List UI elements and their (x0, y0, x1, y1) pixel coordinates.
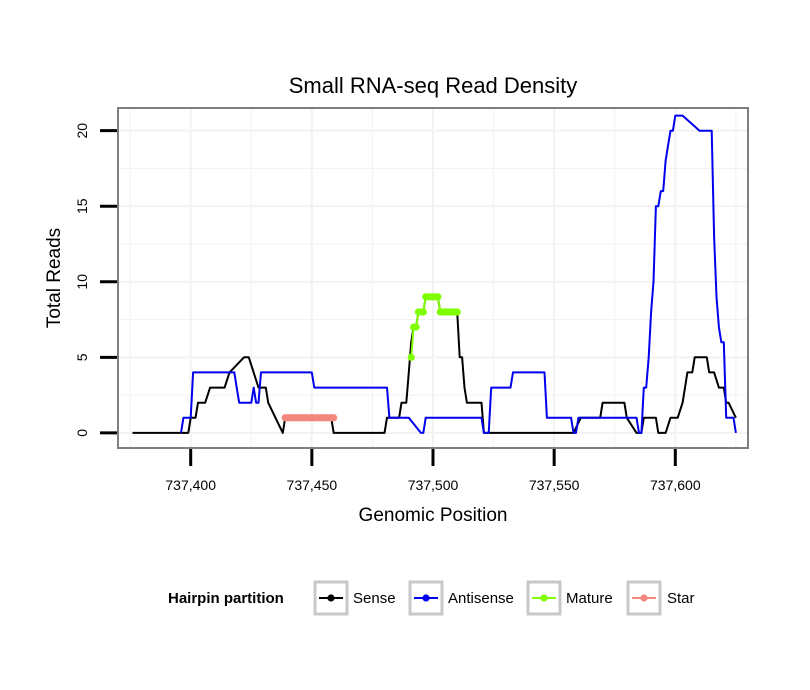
legend-key-point (540, 594, 548, 602)
series-layer (132, 114, 737, 434)
x-axis: 737,400 737,450 737,500 737,550 737,600 (165, 449, 701, 493)
legend-title: Hairpin partition (168, 590, 284, 607)
data-point-mature (407, 353, 415, 361)
x-tick-label: 737,450 (287, 477, 338, 493)
legend-label-star: Star (667, 590, 695, 607)
legend: Hairpin partition Sense Antisense Mature St… (168, 580, 695, 616)
x-tick-label: 737,400 (165, 477, 216, 493)
x-tick-label: 737,600 (650, 477, 701, 493)
data-point-mature (412, 323, 420, 331)
y-tick-label: 5 (74, 353, 90, 361)
plot-border (117, 107, 749, 449)
legend-key-point (422, 594, 430, 602)
gridlines (118, 108, 748, 448)
y-tick-label: 15 (74, 198, 90, 214)
data-point-mature (434, 293, 442, 301)
legend-label-antisense: Antisense (448, 590, 514, 607)
data-point-mature (453, 308, 461, 316)
legend-key-point (640, 594, 648, 602)
series-line-antisense (180, 114, 737, 434)
y-axis-label: Total Reads (44, 228, 65, 328)
y-axis: 0 5 10 15 20 (74, 123, 117, 437)
legend-label-sense: Sense (353, 590, 396, 607)
legend-key-point (327, 594, 335, 602)
x-tick-label: 737,500 (408, 477, 459, 493)
data-point-star (330, 414, 338, 422)
y-tick-label: 10 (74, 274, 90, 290)
data-point-mature (419, 308, 427, 316)
y-tick-label: 20 (74, 123, 90, 139)
chart-title: Small RNA-seq Read Density (289, 73, 578, 98)
x-axis-label: Genomic Position (359, 505, 508, 526)
legend-label-mature: Mature (566, 590, 613, 607)
x-tick-label: 737,550 (529, 477, 580, 493)
plot-area (117, 107, 749, 449)
y-tick-label: 0 (74, 429, 90, 437)
